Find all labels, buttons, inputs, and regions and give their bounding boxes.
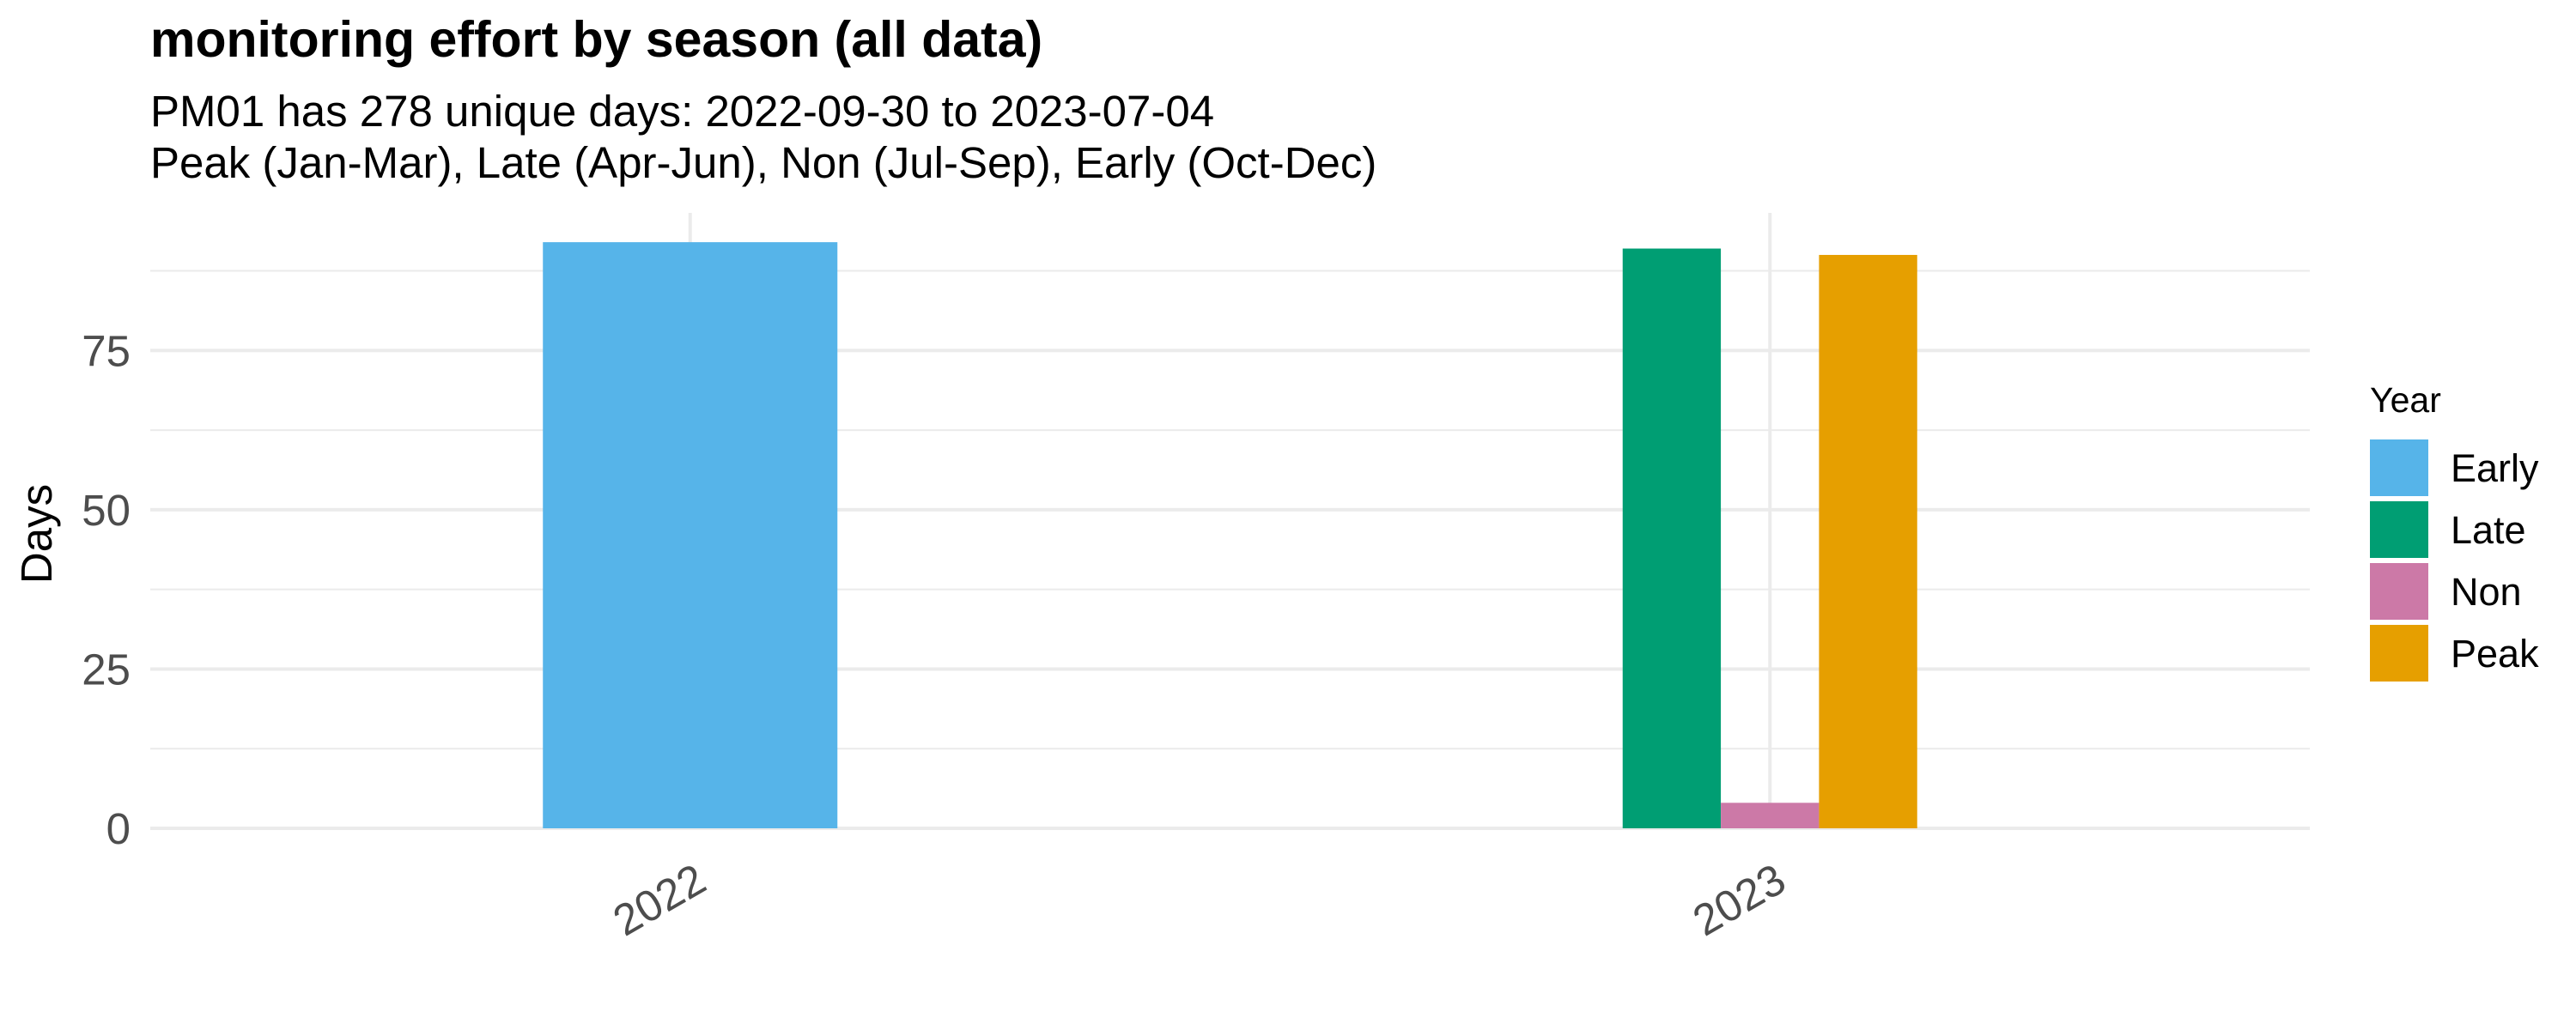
legend-label-early: Early	[2451, 446, 2539, 490]
bars	[543, 242, 1917, 829]
legend-key-early	[2370, 439, 2428, 496]
legend-label-late: Late	[2451, 508, 2526, 552]
legend-label-non: Non	[2451, 570, 2522, 614]
x-tick-label-2023: 2023	[1685, 854, 1794, 945]
bar-late-2023	[1622, 248, 1722, 829]
chart-subtitle-line-1: PM01 has 278 unique days: 2022-09-30 to …	[150, 87, 1215, 136]
legend-key-non	[2370, 563, 2428, 620]
legend-label-peak: Peak	[2451, 632, 2539, 676]
grid-minor	[150, 270, 2310, 750]
bar-peak-2023	[1819, 254, 1917, 829]
y-tick-label-25: 25	[82, 645, 131, 694]
chart-title: monitoring effort by season (all data)	[150, 11, 1043, 68]
y-tick-label-75: 75	[82, 326, 131, 375]
legend-key-peak	[2370, 625, 2428, 682]
bar-early-2022	[543, 242, 838, 829]
bar-non-2023	[1721, 803, 1820, 828]
y-tick-labels: 0 25 50 75	[82, 326, 131, 853]
y-tick-label-0: 0	[106, 804, 131, 853]
grid-major	[150, 213, 2310, 830]
legend-key-late	[2370, 501, 2428, 558]
x-tick-labels: 2022 2023	[605, 854, 1793, 945]
legend-title: Year	[2370, 380, 2441, 420]
y-tick-label-50: 50	[82, 486, 131, 535]
chart-subtitle-line-2: Peak (Jan-Mar), Late (Apr-Jun), Non (Jul…	[150, 138, 1377, 187]
y-axis-title: Days	[12, 484, 61, 584]
x-tick-label-2022: 2022	[605, 854, 714, 945]
